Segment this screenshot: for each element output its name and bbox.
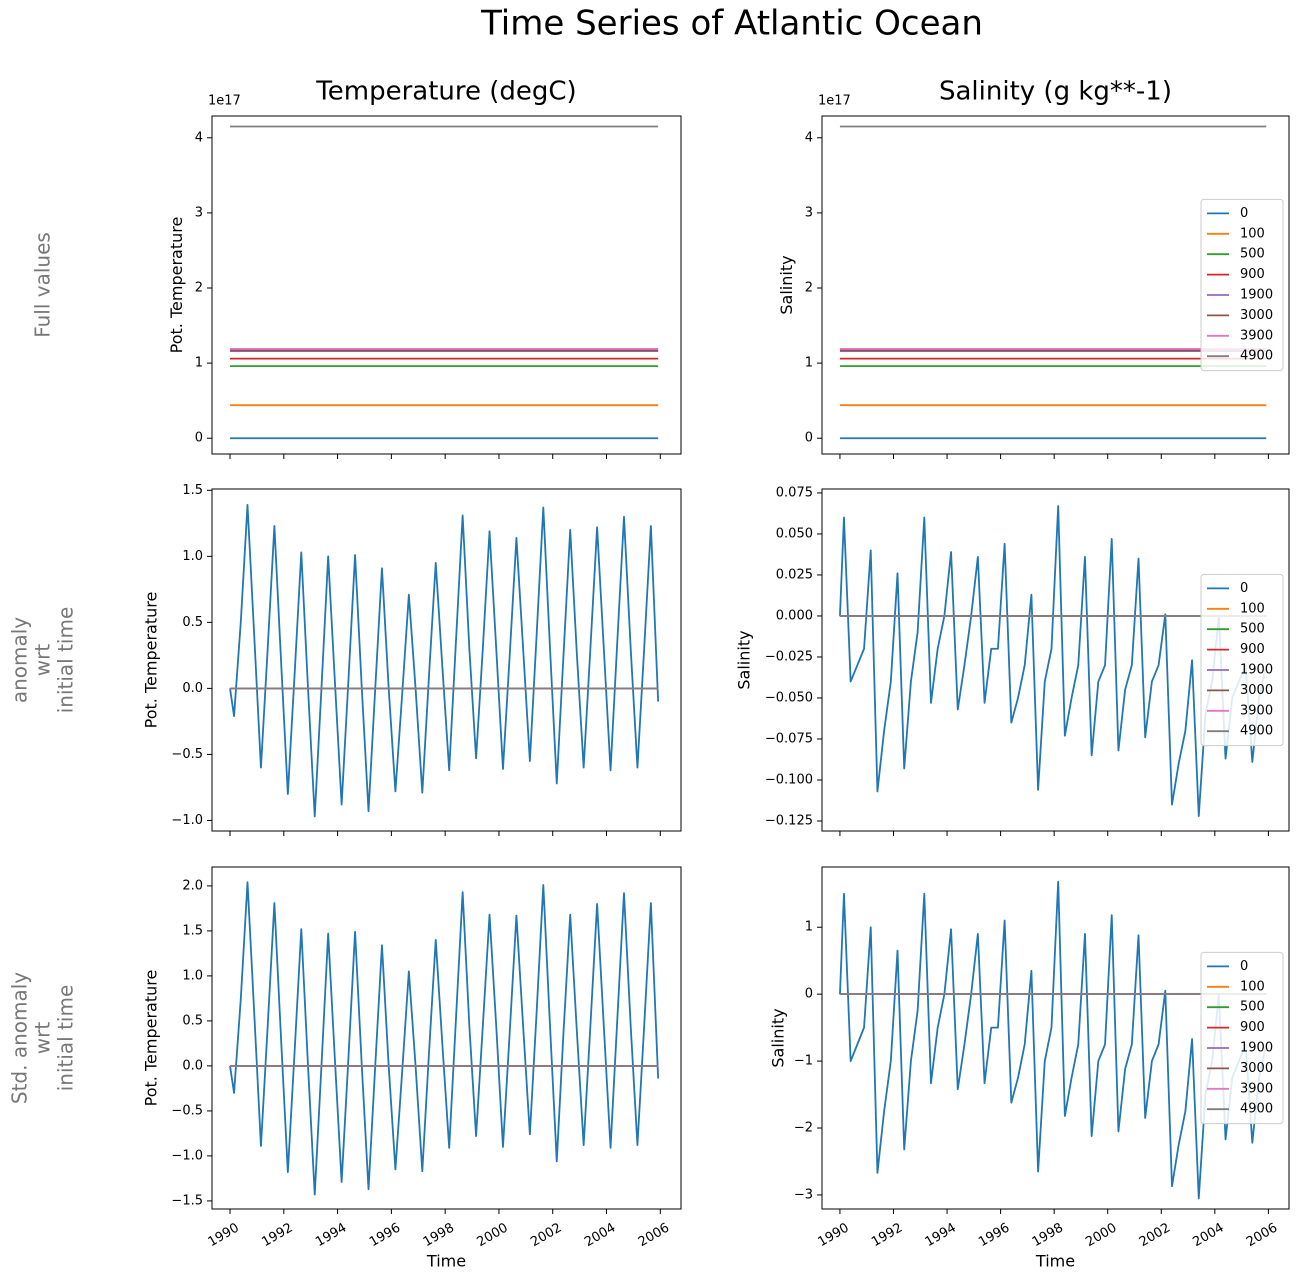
y-tick-label: −2 — [794, 1121, 813, 1136]
offset-label: 1e17 — [208, 94, 241, 109]
y-tick-label: −0.025 — [765, 649, 813, 664]
legend-label: 900 — [1240, 267, 1265, 282]
y-tick-label: 3 — [195, 205, 203, 220]
data-line — [229, 881, 660, 1196]
row-label: anomaly — [8, 617, 32, 703]
y-axis-label: Salinity — [769, 1008, 788, 1067]
y-tick-label: 0.025 — [776, 567, 813, 582]
axes-frame — [821, 866, 1290, 1210]
legend-label: 100 — [1240, 226, 1265, 241]
axes-frame — [821, 488, 1290, 832]
y-tick-label: −0.125 — [765, 813, 813, 828]
y-axis-label: Salinity — [735, 630, 754, 689]
y-tick-label: 0.000 — [776, 608, 813, 623]
legend-label: 1900 — [1240, 288, 1273, 303]
data-line — [839, 880, 1268, 1200]
row-label: Std. anomaly — [8, 972, 32, 1104]
legend-label: 4900 — [1240, 1102, 1273, 1117]
y-tick-label: −1.5 — [171, 1193, 203, 1208]
legend-label: 500 — [1240, 1000, 1265, 1015]
legend-label: 1900 — [1240, 663, 1273, 678]
legend-label: 900 — [1240, 642, 1265, 657]
legend-label: 3000 — [1240, 683, 1273, 698]
y-tick-label: 4 — [805, 130, 813, 145]
y-axis-label: Salinity — [777, 255, 796, 314]
y-tick-label: 3 — [805, 205, 813, 220]
y-axis-label: Pot. Temperature — [142, 592, 161, 729]
legend-label: 4900 — [1240, 724, 1273, 739]
legend-box — [1200, 951, 1284, 1125]
y-tick-label: 2 — [195, 281, 203, 296]
axes-frame — [821, 115, 1290, 455]
row-label: wrt — [31, 1022, 55, 1055]
y-tick-label: −3 — [794, 1187, 813, 1202]
y-tick-label: −0.5 — [171, 1103, 203, 1118]
legend-box — [1200, 573, 1284, 747]
y-tick-label: −0.100 — [765, 772, 813, 787]
legend-label: 3900 — [1240, 703, 1273, 718]
y-tick-label: 0.050 — [776, 526, 813, 541]
legend-label: 3900 — [1240, 1081, 1273, 1096]
legend-label: 500 — [1240, 247, 1265, 262]
row-label: wrt — [31, 644, 55, 677]
y-tick-label: 1 — [805, 356, 813, 371]
legend-label: 1900 — [1240, 1041, 1273, 1056]
offset-label: 1e17 — [818, 94, 851, 109]
legend-label: 0 — [1240, 959, 1248, 974]
data-line — [839, 505, 1268, 817]
y-tick-label: 1 — [805, 920, 813, 935]
legend-label: 3000 — [1240, 308, 1273, 323]
row-label: initial time — [54, 985, 78, 1092]
y-tick-label: 4 — [195, 130, 203, 145]
row-label: initial time — [54, 607, 78, 714]
y-tick-label: 1.5 — [182, 923, 203, 938]
y-tick-label: 0.075 — [776, 485, 813, 500]
legend-label: 500 — [1240, 622, 1265, 637]
legend-box — [1200, 198, 1284, 372]
legend-label: 3000 — [1240, 1061, 1273, 1076]
legend-label: 0 — [1240, 206, 1248, 221]
subplot-title: Salinity (g kg**-1) — [939, 77, 1172, 107]
legend-label: 900 — [1240, 1020, 1265, 1035]
legend-label: 4900 — [1240, 349, 1273, 364]
y-tick-label: 2 — [805, 281, 813, 296]
y-tick-label: 0.5 — [182, 615, 203, 630]
legend-label: 100 — [1240, 601, 1265, 616]
y-tick-label: 1 — [195, 356, 203, 371]
legend-label: 0 — [1240, 581, 1248, 596]
axes-frame — [211, 866, 682, 1210]
y-tick-label: 1.0 — [182, 549, 203, 564]
y-axis-label: Pot. Temperature — [167, 217, 186, 354]
y-tick-label: 0.0 — [182, 681, 203, 696]
y-tick-label: 0 — [805, 431, 813, 446]
y-tick-label: −1.0 — [171, 1148, 203, 1163]
x-axis-label: Time — [426, 1252, 466, 1271]
y-tick-label: 1.0 — [182, 968, 203, 983]
axes-frame — [211, 115, 682, 455]
y-tick-label: −0.075 — [765, 731, 813, 746]
y-tick-label: 0.0 — [182, 1058, 203, 1073]
legend-label: 3900 — [1240, 328, 1273, 343]
data-line — [229, 503, 660, 818]
subplot-title: Temperature (degC) — [315, 77, 576, 107]
y-tick-label: −0.050 — [765, 690, 813, 705]
y-tick-label: 0.5 — [182, 1013, 203, 1028]
row-label: Full values — [31, 232, 55, 338]
y-tick-label: −1.0 — [171, 813, 203, 828]
y-axis-label: Pot. Temperature — [142, 970, 161, 1107]
y-tick-label: −1 — [794, 1054, 813, 1069]
y-tick-label: −0.5 — [171, 747, 203, 762]
y-tick-label: 0 — [195, 431, 203, 446]
figure-title: Time Series of Atlantic Ocean — [480, 4, 983, 44]
x-axis-label: Time — [1035, 1252, 1075, 1271]
y-tick-label: 1.5 — [182, 483, 203, 498]
y-tick-label: 2.0 — [182, 878, 203, 893]
legend-label: 100 — [1240, 979, 1265, 994]
y-tick-label: 0 — [805, 987, 813, 1002]
axes-frame — [211, 488, 682, 832]
